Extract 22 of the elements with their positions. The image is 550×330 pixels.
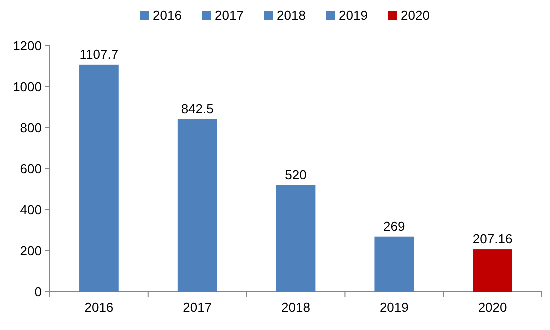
y-tick-label: 1200 bbox=[13, 38, 42, 54]
data-label: 1107.7 bbox=[80, 46, 119, 62]
y-tick-label: 400 bbox=[20, 202, 42, 218]
y-tick-label: 200 bbox=[20, 244, 42, 259]
x-tick-label: 2016 bbox=[84, 300, 114, 315]
legend-label: 2017 bbox=[215, 8, 244, 23]
x-tick-label: 2018 bbox=[282, 300, 310, 315]
x-tick-label: 2017 bbox=[183, 300, 212, 315]
legend-label: 2018 bbox=[277, 8, 306, 23]
y-tick-label: 800 bbox=[20, 120, 42, 136]
data-label: 269 bbox=[384, 218, 406, 234]
y-tick-label: 1000 bbox=[13, 80, 42, 95]
y-tick-label: 0 bbox=[34, 284, 42, 300]
x-tick-label: 2020 bbox=[478, 300, 508, 315]
legend-label: 2020 bbox=[401, 8, 430, 23]
data-label: 207.16 bbox=[472, 232, 513, 247]
data-label: 520 bbox=[285, 167, 307, 182]
legend-label: 2016 bbox=[153, 8, 182, 23]
y-tick-label: 600 bbox=[20, 162, 42, 177]
legend-label: 2019 bbox=[339, 8, 368, 23]
data-label: 842.5 bbox=[181, 101, 214, 116]
x-tick-label: 2019 bbox=[380, 300, 409, 315]
